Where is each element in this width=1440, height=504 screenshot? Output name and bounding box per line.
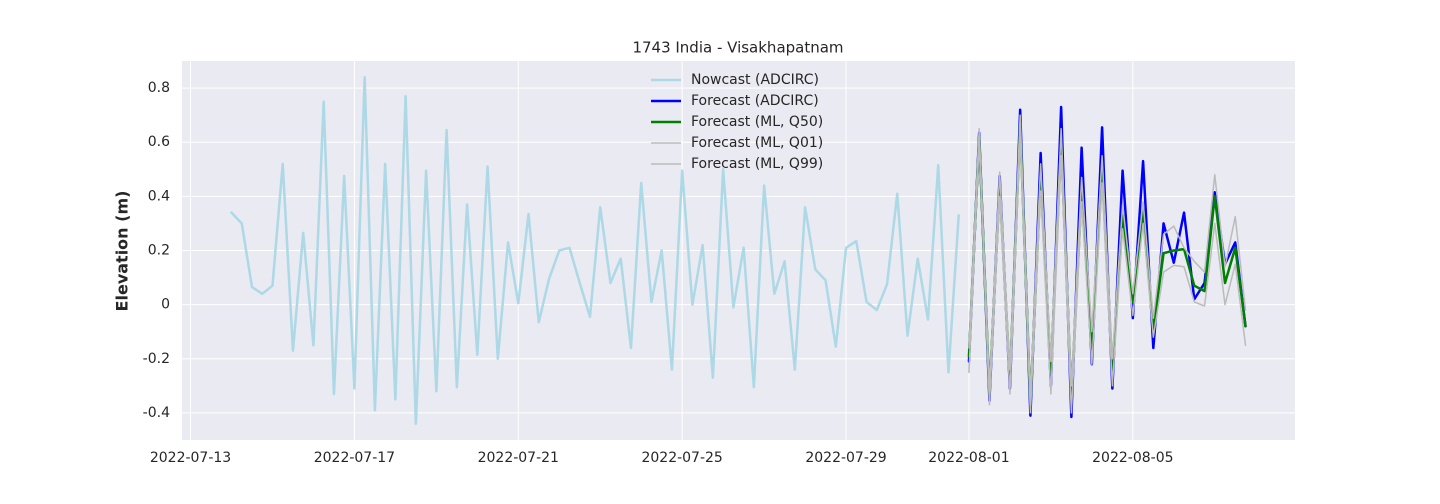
x-tick-label: 2022-07-17 <box>314 450 395 466</box>
y-tick-label: 0.8 <box>148 80 170 96</box>
legend-label: Forecast (ML, Q50) <box>691 114 823 130</box>
series-line <box>968 114 1247 395</box>
y-tick-label: 0.4 <box>148 188 170 204</box>
series-line <box>230 75 960 426</box>
y-tick-label: -0.2 <box>143 351 170 367</box>
x-tick-label: 2022-07-25 <box>641 450 722 466</box>
y-tick-label: 0.6 <box>148 134 170 150</box>
legend-label: Forecast (ML, Q01) <box>691 135 823 151</box>
legend-label: Forecast (ML, Q99) <box>691 156 823 172</box>
series-line <box>968 136 1247 414</box>
y-tick-label: -0.4 <box>143 405 170 421</box>
chart-title: 1743 India - Visakhapatnam <box>632 39 843 57</box>
x-tick-label: 2022-07-13 <box>150 450 231 466</box>
x-tick-label: 2022-08-01 <box>928 450 1009 466</box>
x-tick-label: 2022-08-05 <box>1092 450 1173 466</box>
legend-label: Nowcast (ADCIRC) <box>691 72 819 88</box>
y-tick-label: 0.2 <box>148 243 170 259</box>
x-tick-label: 2022-07-29 <box>805 450 886 466</box>
legend-label: Forecast (ADCIRC) <box>691 93 819 109</box>
y-axis-label: Elevation (m) <box>113 191 132 312</box>
y-tick-label: 0 <box>161 297 170 313</box>
x-tick-label: 2022-07-21 <box>478 450 559 466</box>
